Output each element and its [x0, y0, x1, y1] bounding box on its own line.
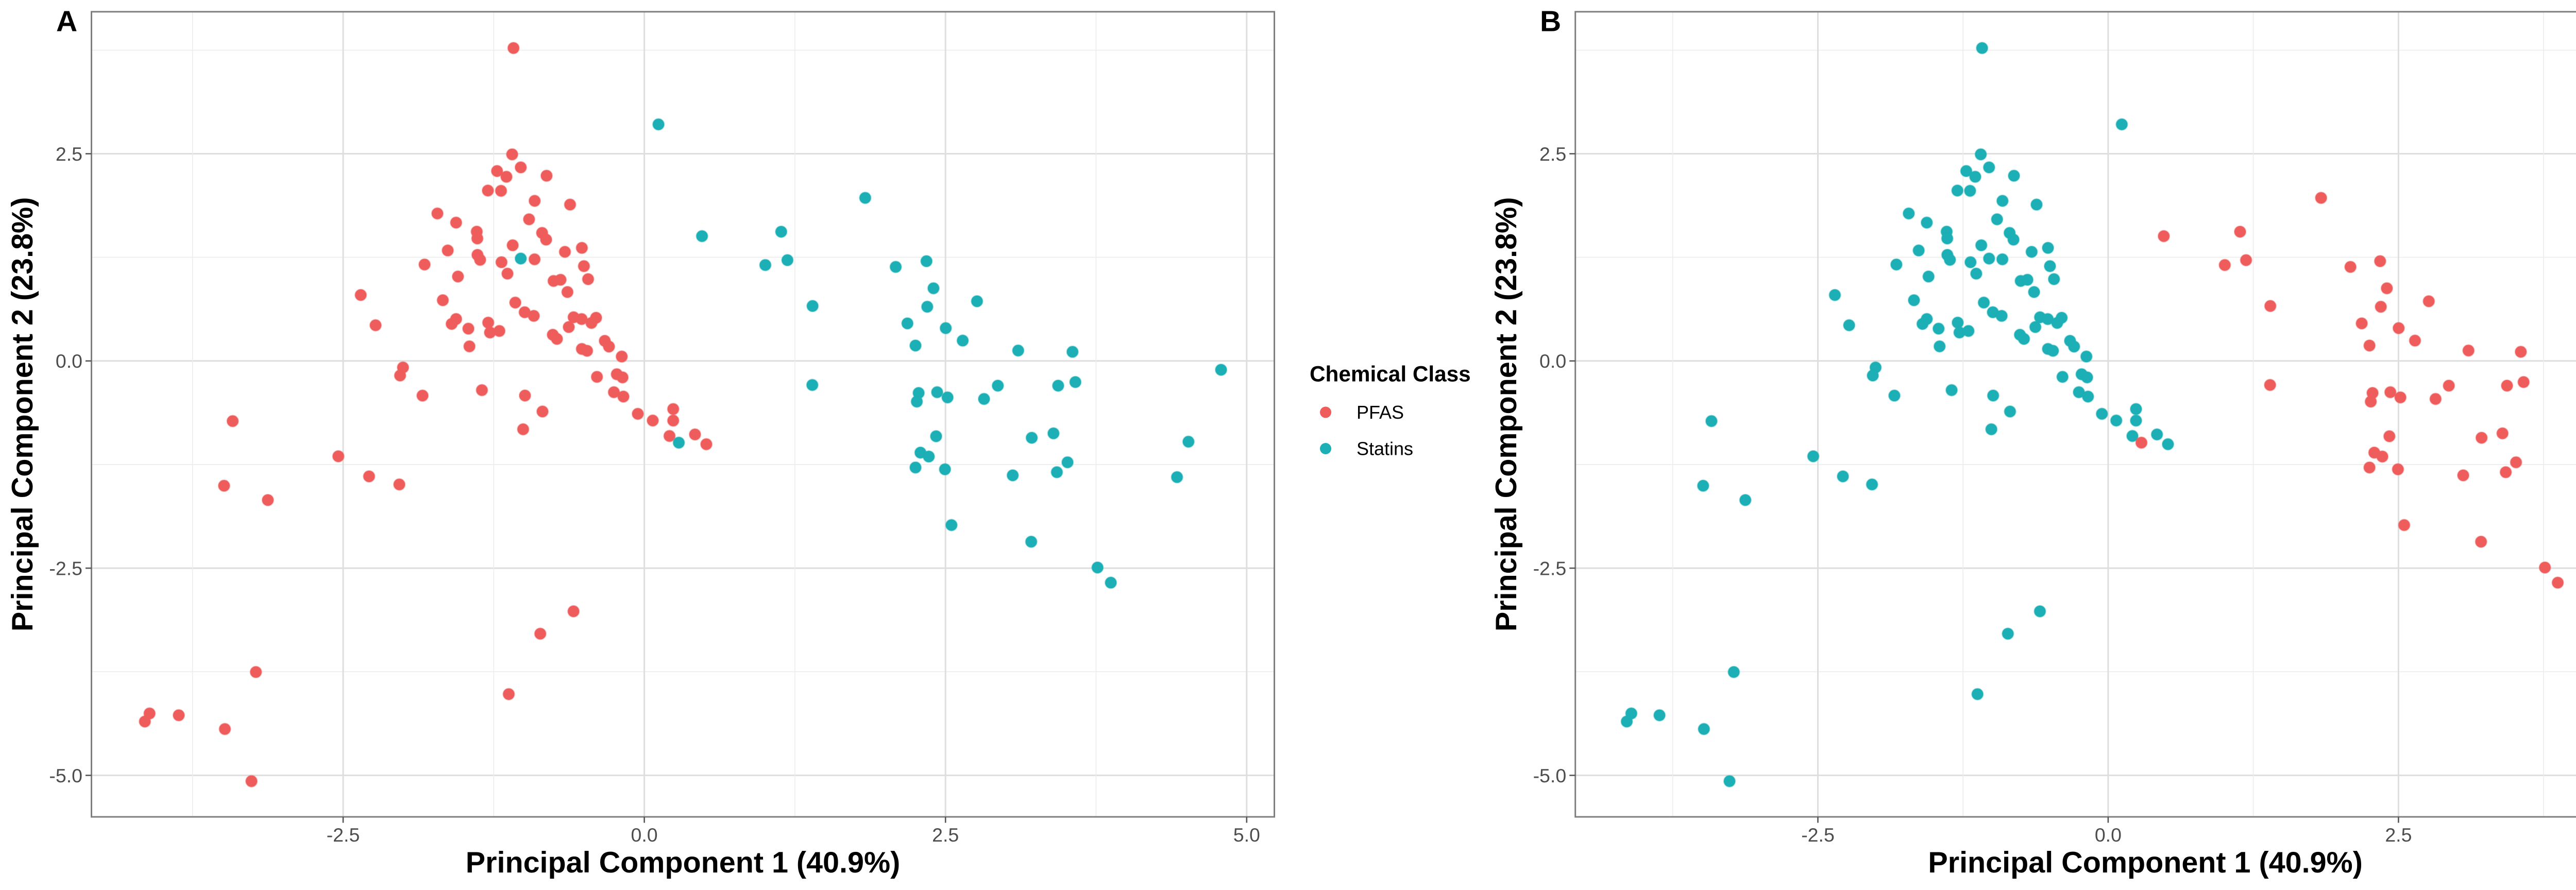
- svg-text:Principal Component 2 (23.8%): Principal Component 2 (23.8%): [6, 197, 39, 632]
- svg-text:-2.5: -2.5: [327, 824, 360, 846]
- svg-text:Statins: Statins: [1357, 438, 1413, 459]
- svg-text:A: A: [56, 5, 77, 38]
- svg-text:Principal Component 1 (40.9%): Principal Component 1 (40.9%): [466, 846, 901, 879]
- svg-text:2.5: 2.5: [56, 143, 82, 165]
- svg-text:-2.5: -2.5: [1533, 558, 1567, 579]
- svg-text:0.0: 0.0: [1539, 350, 1566, 372]
- svg-text:0.0: 0.0: [2095, 824, 2122, 846]
- svg-text:PFAS: PFAS: [1357, 402, 1404, 423]
- svg-text:-2.5: -2.5: [49, 558, 82, 579]
- svg-text:Chemical Class: Chemical Class: [1310, 362, 1471, 386]
- svg-text:5.0: 5.0: [1233, 824, 1260, 846]
- svg-text:2.5: 2.5: [1539, 143, 1566, 165]
- svg-text:0.0: 0.0: [631, 824, 658, 846]
- svg-text:-2.5: -2.5: [1801, 824, 1835, 846]
- svg-text:2.5: 2.5: [932, 824, 959, 846]
- svg-text:Principal Component 1 (40.9%): Principal Component 1 (40.9%): [1928, 846, 2363, 879]
- svg-text:2.5: 2.5: [2385, 824, 2412, 846]
- svg-text:B: B: [1540, 5, 1561, 38]
- svg-text:0.0: 0.0: [56, 350, 82, 372]
- svg-text:-5.0: -5.0: [49, 765, 82, 786]
- svg-text:-5.0: -5.0: [1533, 765, 1567, 786]
- svg-text:Principal Component 2 (23.8%): Principal Component 2 (23.8%): [1490, 197, 1523, 632]
